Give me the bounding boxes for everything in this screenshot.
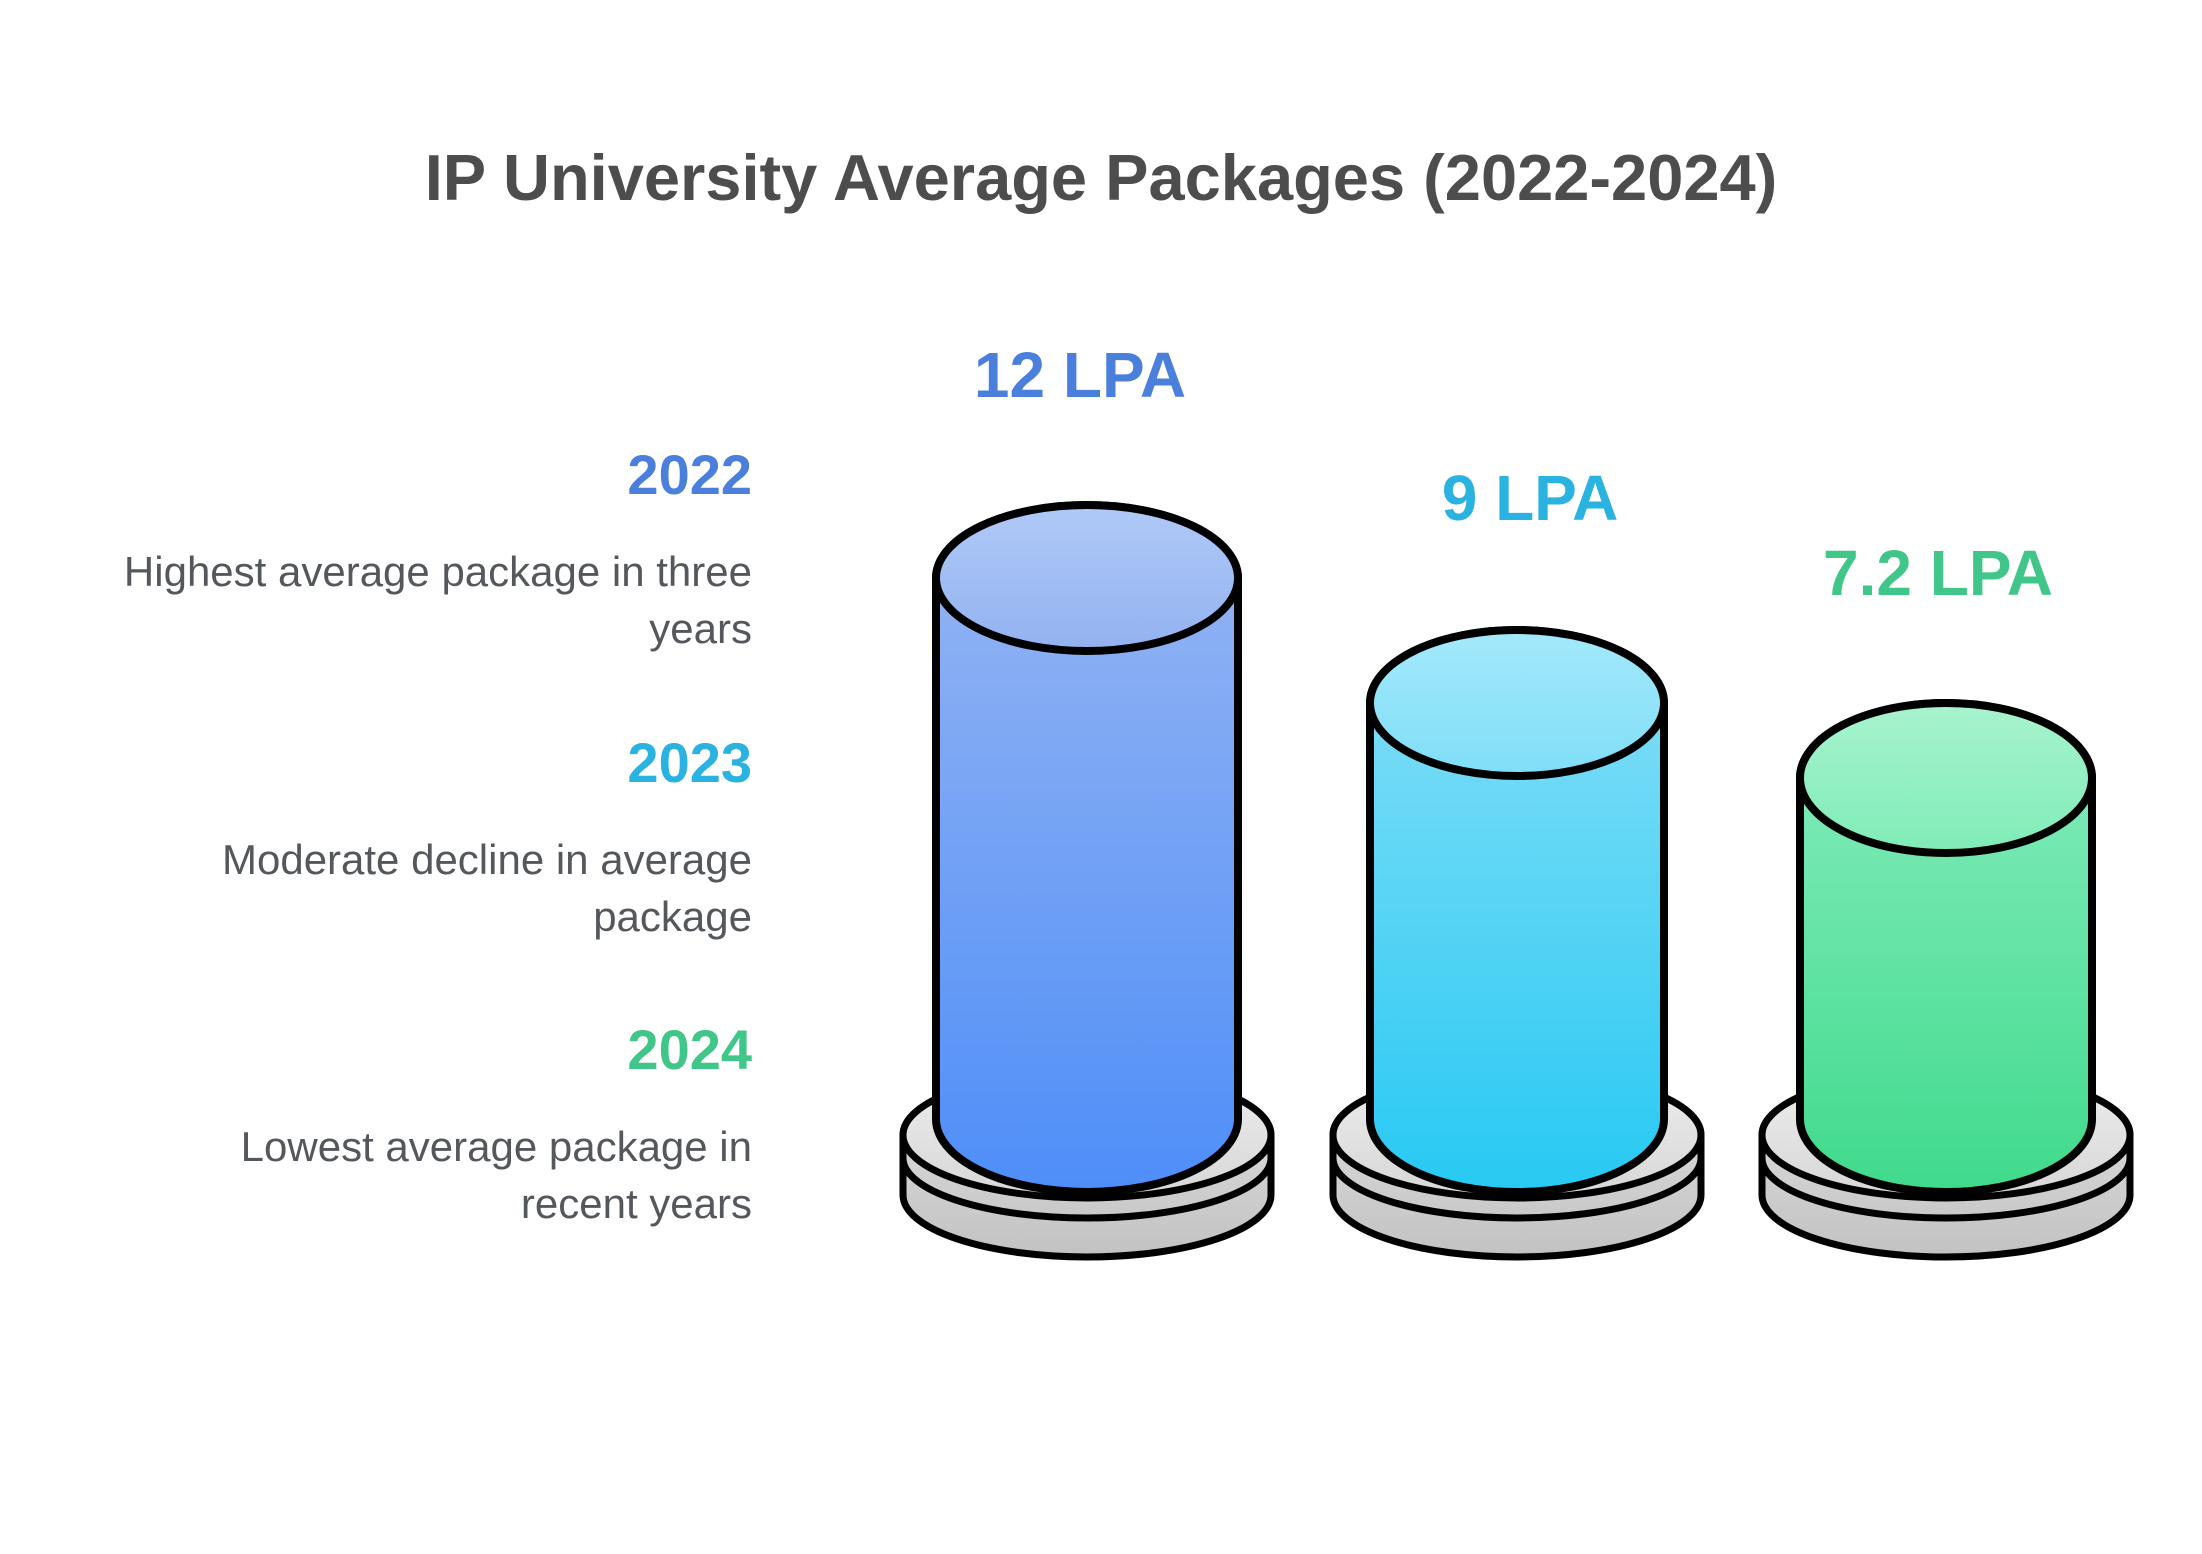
pedestal-rim-2023 [1329,1157,1705,1222]
pedestal-rim-2024 [1758,1157,2134,1222]
cylinder-top-2023 [1366,626,1668,780]
cylinder-top-2024 [1796,699,2096,857]
chart-title: IP University Average Packages (2022-202… [424,141,1778,214]
year-entry-2022: 2022 Highest average package in three ye… [32,446,752,657]
year-label-2024: 2024 [627,1018,752,1081]
pedestal-rim-2022 [899,1157,1275,1222]
year-description-2022: Highest average package in three years [123,548,752,652]
value-label-2023: 9 LPA [1441,462,1619,534]
year-entry-2023: 2023 Moderate decline in average package [32,734,752,945]
year-description-2023: Moderate decline in average package [221,836,752,940]
year-entry-2024: 2024 Lowest average package in recent ye… [32,1021,752,1232]
bar-group-2024 [1758,699,2134,1261]
year-label-2022: 2022 [627,443,752,506]
value-label-2022: 12 LPA [973,339,1187,411]
cylinder-top-2022 [932,501,1242,655]
year-description-2024: Lowest average package in recent years [240,1123,752,1227]
year-label-2023: 2023 [627,731,752,794]
bar-group-2023 [1329,626,1705,1261]
value-label-2024: 7.2 LPA [1823,537,2053,609]
bar-group-2022 [899,501,1275,1261]
